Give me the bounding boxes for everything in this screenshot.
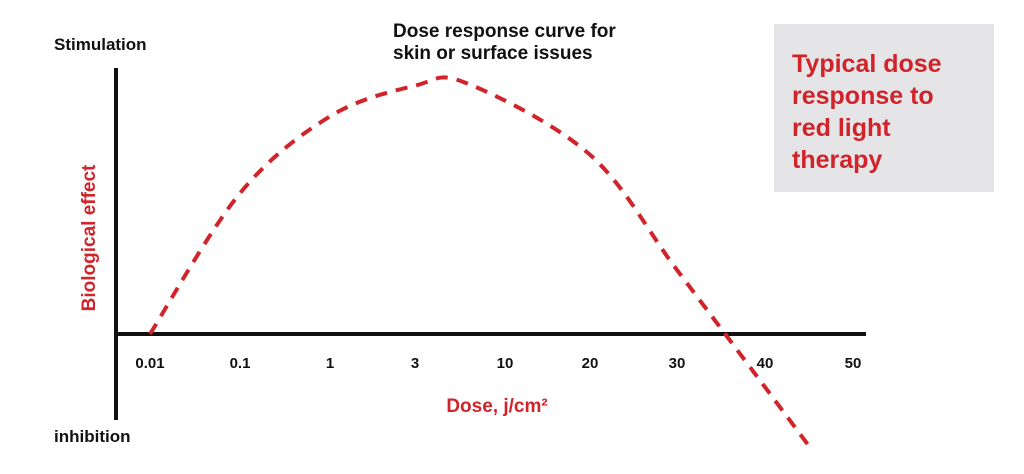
x-tick-label: 3 [411, 355, 419, 372]
callout-line-2: response to [792, 82, 934, 110]
x-tick-label: 0.01 [135, 355, 164, 372]
callout-line-3: red light [792, 114, 891, 142]
chart-title-line-2: skin or surface issues [393, 43, 593, 64]
callout-line-1: Typical dose [792, 50, 942, 78]
x-tick-label: 10 [497, 355, 514, 372]
x-tick-label: 1 [326, 355, 334, 372]
y-bottom-label: inhibition [54, 427, 130, 446]
chart-title-line-1: Dose response curve for [393, 21, 616, 42]
x-axis-label: Dose, j/cm² [446, 396, 547, 417]
dose-response-curve [148, 75, 811, 448]
y-top-label: Stimulation [54, 35, 147, 54]
x-tick-label: 50 [845, 355, 862, 372]
callout-box: Typical dose response to red light thera… [774, 24, 994, 192]
callout-line-4: therapy [792, 146, 883, 174]
x-tick-label: 30 [669, 355, 686, 372]
x-tick-labels: 0.01 0.1 1 3 10 20 30 40 50 [135, 355, 861, 372]
x-tick-label: 40 [757, 355, 774, 372]
y-axis-label: Biological effect [79, 164, 100, 311]
x-tick-label: 20 [582, 355, 599, 372]
x-tick-label: 0.1 [230, 355, 251, 372]
